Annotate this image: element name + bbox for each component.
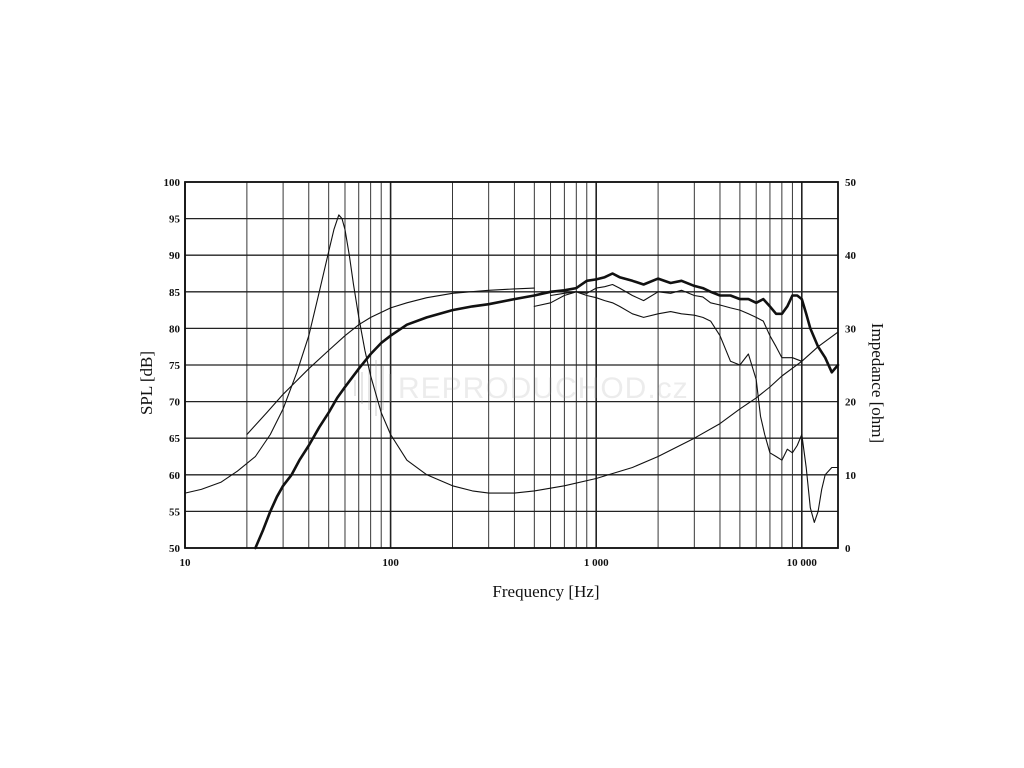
y-tick-label: 65: [169, 433, 181, 445]
y2-tick-label: 20: [845, 397, 857, 409]
y2-tick-label: 30: [845, 323, 857, 335]
spl-curve-2: [533, 283, 803, 362]
y-tick-label: 50: [169, 543, 181, 555]
y-axis-ticks: 50 55 60 65 70 75 80 85 90 95 100: [164, 177, 181, 555]
y2-tick-label: 40: [845, 250, 857, 262]
x-tick-label: 10: [180, 557, 192, 569]
y2-axis-title: Impedance [ohm]: [868, 323, 887, 443]
y2-tick-label: 50: [845, 177, 857, 189]
x-axis-title: Frequency [Hz]: [492, 582, 599, 601]
watermark-text: REPRODUCHOD.cz: [398, 372, 689, 405]
spl-curve-3: [550, 291, 839, 523]
spl-curve-0: [254, 272, 840, 550]
y-tick-label: 75: [169, 360, 181, 372]
plot-frame: [184, 181, 839, 549]
y-tick-label: 85: [169, 287, 181, 299]
y-tick-label: 90: [169, 250, 181, 262]
chart-series: [184, 214, 840, 550]
y2-tick-label: 0: [845, 543, 851, 555]
y-tick-label: 100: [164, 177, 181, 189]
plot-border: [184, 181, 839, 549]
y-axis-title: SPL [dB]: [137, 351, 156, 415]
watermark-wave-icon: [354, 360, 391, 416]
y2-axis-ticks: 0 10 20 30 40 50: [845, 177, 857, 555]
y-tick-label: 80: [169, 323, 181, 335]
impedance-curve-4: [184, 214, 839, 494]
y2-tick-label: 10: [845, 470, 857, 482]
x-tick-label: 1 000: [584, 557, 609, 569]
y-tick-label: 95: [169, 214, 181, 226]
y-tick-label: 60: [169, 470, 181, 482]
x-axis-ticks: 10 100 1 000 10 000: [180, 557, 818, 569]
watermark: REPRODUCHOD.cz: [354, 360, 689, 416]
y-tick-label: 70: [169, 397, 181, 409]
x-tick-label: 100: [382, 557, 399, 569]
x-tick-label: 10 000: [787, 557, 818, 569]
y-tick-label: 55: [169, 506, 181, 518]
